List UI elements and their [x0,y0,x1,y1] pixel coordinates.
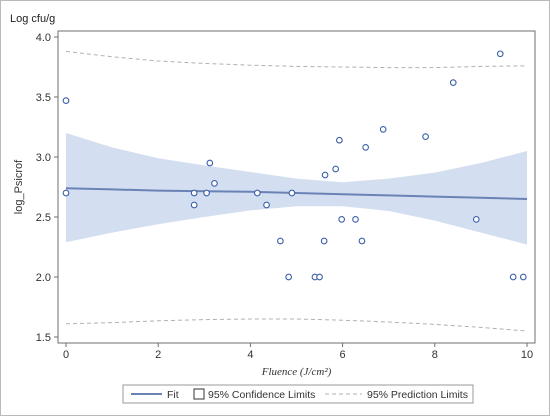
y-tick-label: 3.5 [36,92,51,104]
data-point [336,136,343,144]
data-points-layer [62,50,527,281]
data-point [203,189,210,197]
data-point [206,159,214,167]
fit-line [65,187,528,200]
x-tick-label: 6 [340,349,346,361]
y-axis: 1.5 2.0 2.5 3.0 3.5 4.0 [36,32,58,344]
data-point [362,144,370,151]
y-tick-label: 3.0 [36,152,51,164]
data-point [472,216,480,223]
data-point [321,171,329,179]
data-point [379,126,387,133]
data-point [496,50,504,58]
data-point [352,216,359,223]
legend-prediction-label: 95% Prediction Limits [367,389,468,401]
data-point [211,180,218,187]
data-point [263,201,270,209]
x-axis: 0 2 4 6 8 10 [63,343,533,361]
x-axis-label: Fluence (J/cm²) [261,366,332,378]
data-point [449,79,457,86]
data-point [288,189,296,197]
plot-area-border [57,30,536,344]
legend: Fit 95% Confidence Limits 95% Prediction L… [122,384,474,404]
x-tick-label: 0 [63,349,69,361]
x-tick-label: 10 [521,349,533,361]
data-point [190,201,198,209]
y-tick-label: 4.0 [36,32,51,44]
data-point [277,237,284,245]
unit-label: Log cfu/g [10,13,55,25]
y-tick-label: 1.5 [36,332,51,344]
legend-confidence-swatch [193,388,205,400]
data-point [190,189,198,197]
data-point [509,273,517,281]
confidence-band [66,133,527,245]
prediction-limits-layer [65,50,528,332]
prediction-limit-lower [65,318,528,332]
data-point [519,273,527,281]
y-tick-label: 2.5 [36,212,51,224]
legend-fit-label: Fit [167,389,179,401]
data-point [422,133,429,140]
data-point [338,216,346,223]
prediction-limit-upper [65,50,528,69]
data-point [253,189,261,197]
data-point [316,273,323,281]
data-point [320,237,328,245]
data-point [332,165,340,173]
x-tick-label: 2 [155,349,161,361]
data-point [62,97,70,104]
confidence-band-layer [66,133,527,245]
y-axis-label: log_Psicrof [13,159,25,214]
y-tick-label: 2.0 [36,272,51,284]
legend-box [122,384,474,404]
data-point [285,273,293,281]
x-tick-label: 4 [247,349,253,361]
legend-confidence-label: 95% Confidence Limits [208,389,315,401]
data-point [358,237,366,245]
fit-line-layer [65,187,528,200]
data-point [62,189,70,197]
x-tick-label: 8 [432,349,438,361]
